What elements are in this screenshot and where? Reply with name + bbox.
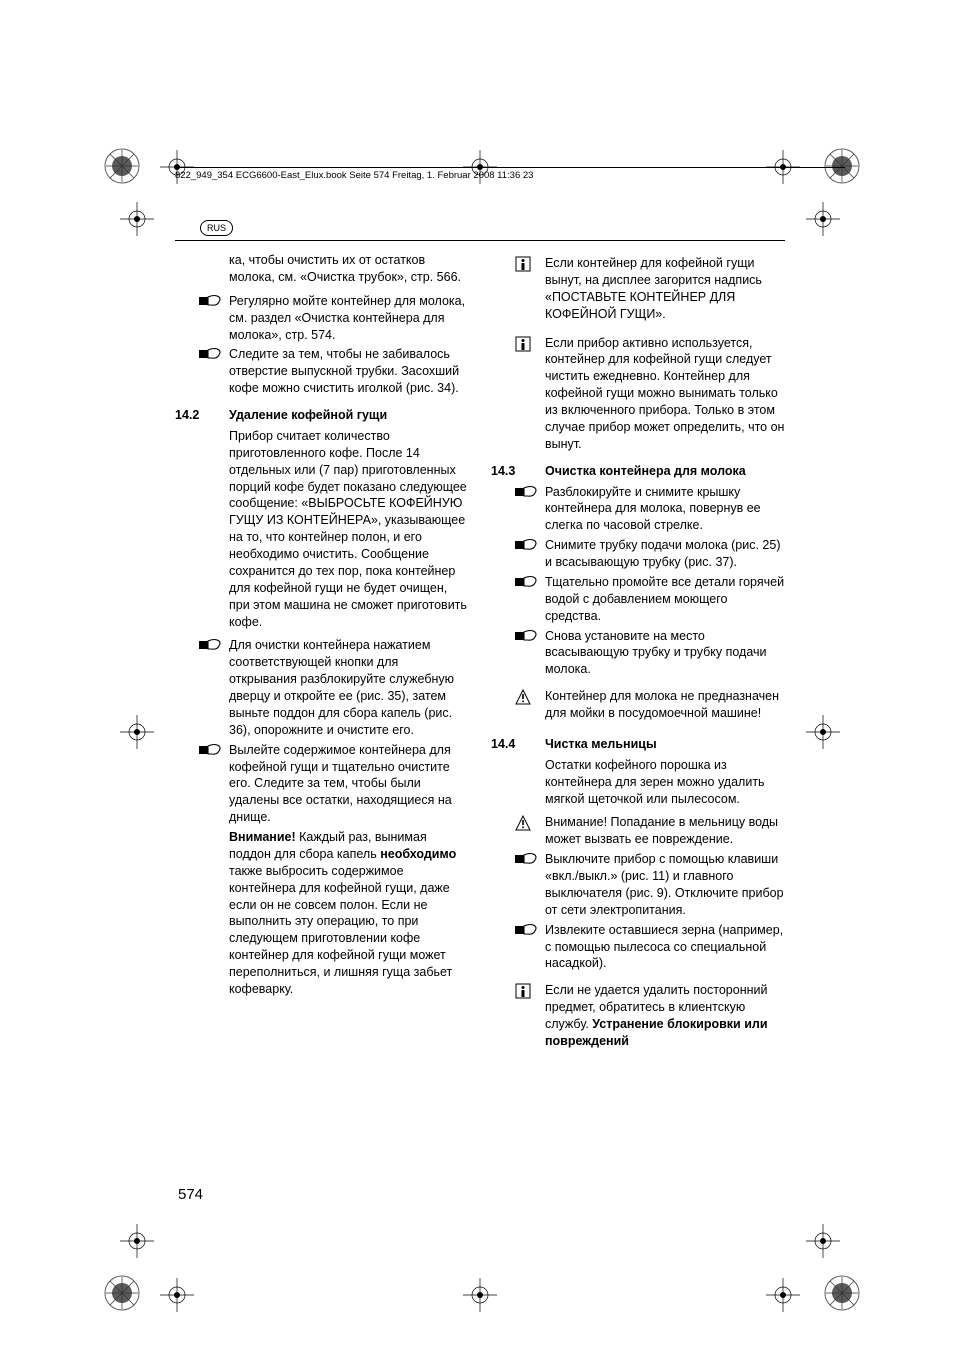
step-text: Снова установите на место всасывающую тр… bbox=[545, 628, 785, 679]
reg-mark-tl bbox=[104, 148, 140, 184]
info-text: Если контейнер для кофейной гущи вынут, … bbox=[545, 255, 785, 323]
step-item: Разблокируйте и снимите крышку контейнер… bbox=[515, 484, 785, 535]
hand-icon bbox=[199, 743, 221, 757]
info-item: Если прибор активно используется, контей… bbox=[515, 335, 785, 453]
para: Внимание! Каждый раз, вынимая поддон для… bbox=[229, 829, 469, 998]
step-text: Снимите трубку подачи молока (рис. 25) и… bbox=[545, 537, 785, 571]
section-heading: 14.2 Удаление кофейной гущи bbox=[175, 407, 469, 424]
info-text: Если не удается удалить посторонний пред… bbox=[545, 982, 785, 1050]
warning-item: Внимание! Попадание в мельницу воды може… bbox=[515, 814, 785, 848]
content: ка, чтобы очистить их от остатков молока… bbox=[175, 252, 785, 1053]
crosshair-br2 bbox=[766, 1278, 800, 1312]
step-item: Регулярно мойте контейнер для молока, см… bbox=[199, 293, 469, 344]
step-item: Тщательно промойте все детали горячей во… bbox=[515, 574, 785, 625]
text: также выбросить содержимое контейнера дл… bbox=[229, 864, 452, 996]
hand-icon bbox=[515, 538, 537, 552]
right-column: Если контейнер для кофейной гущи вынут, … bbox=[491, 252, 785, 1053]
warning-icon bbox=[515, 689, 531, 705]
step-item: Выключите прибор с помощью клавиши «вкл.… bbox=[515, 851, 785, 919]
step-text: Тщательно промойте все детали горячей во… bbox=[545, 574, 785, 625]
hand-icon bbox=[515, 485, 537, 499]
content-rule bbox=[175, 240, 785, 241]
step-item: Снова установите на место всасывающую тр… bbox=[515, 628, 785, 679]
reg-mark-bl bbox=[104, 1275, 140, 1311]
hand-icon bbox=[515, 923, 537, 937]
hand-icon bbox=[515, 629, 537, 643]
hand-icon bbox=[199, 294, 221, 308]
info-item: Если контейнер для кофейной гущи вынут, … bbox=[515, 255, 785, 323]
crosshair-bl2 bbox=[160, 1278, 194, 1312]
step-item: Для очистки контейнера нажатием соответс… bbox=[199, 637, 469, 738]
hand-icon bbox=[515, 852, 537, 866]
header-text: 822_949_354 ECG6600-East_Elux.book Seite… bbox=[175, 170, 533, 183]
hand-icon bbox=[515, 575, 537, 589]
warning-text: Внимание! Попадание в мельницу воды може… bbox=[545, 814, 785, 848]
header-rule bbox=[175, 167, 845, 168]
crosshair-right-upper bbox=[806, 202, 840, 236]
step-text: Разблокируйте и снимите крышку контейнер… bbox=[545, 484, 785, 535]
heading-number: 14.4 bbox=[491, 736, 545, 753]
heading-text: Удаление кофейной гущи bbox=[229, 407, 469, 424]
info-icon bbox=[515, 336, 531, 352]
bold: Внимание! bbox=[229, 830, 296, 844]
step-text: Вылейте содержимое контейнера для кофейн… bbox=[229, 742, 469, 826]
step-item: Извлеките оставшиеся зерна (например, с … bbox=[515, 922, 785, 973]
info-icon bbox=[515, 983, 531, 999]
step-text: Для очистки контейнера нажатием соответс… bbox=[229, 637, 469, 738]
left-column: ка, чтобы очистить их от остатков молока… bbox=[175, 252, 469, 1053]
heading-number: 14.3 bbox=[491, 463, 545, 480]
step-text: Регулярно мойте контейнер для молока, см… bbox=[229, 293, 469, 344]
warning-item: Контейнер для молока не предназначен для… bbox=[515, 688, 785, 722]
warning-icon bbox=[515, 815, 531, 831]
para: ка, чтобы очистить их от остатков молока… bbox=[229, 252, 469, 286]
hand-icon bbox=[199, 347, 221, 361]
reg-mark-br bbox=[824, 1275, 860, 1311]
info-text: Если прибор активно используется, контей… bbox=[545, 335, 785, 453]
crosshair-left-mid bbox=[120, 715, 154, 749]
step-text: Следите за тем, чтобы не забивалось отве… bbox=[229, 346, 469, 397]
info-icon bbox=[515, 256, 531, 272]
section-heading: 14.3 Очистка контейнера для молока bbox=[491, 463, 785, 480]
crosshair-bottom bbox=[463, 1278, 497, 1312]
step-item: Вылейте содержимое контейнера для кофейн… bbox=[199, 742, 469, 826]
crosshair-left-lower bbox=[120, 1224, 154, 1258]
step-item: Следите за тем, чтобы не забивалось отве… bbox=[199, 346, 469, 397]
step-text: Выключите прибор с помощью клавиши «вкл.… bbox=[545, 851, 785, 919]
page: 822_949_354 ECG6600-East_Elux.book Seite… bbox=[0, 0, 954, 1351]
hand-icon bbox=[199, 638, 221, 652]
step-item: Снимите трубку подачи молока (рис. 25) и… bbox=[515, 537, 785, 571]
para: Остатки кофейного порошка из контейнера … bbox=[545, 757, 785, 808]
section-heading: 14.4 Чистка мельницы bbox=[491, 736, 785, 753]
para: Прибор считает количество приготовленног… bbox=[229, 428, 469, 631]
warning-text: Контейнер для молока не предназначен для… bbox=[545, 688, 785, 722]
page-number: 574 bbox=[178, 1185, 203, 1205]
bold: необходимо bbox=[380, 847, 456, 861]
crosshair-left-upper bbox=[120, 202, 154, 236]
heading-number: 14.2 bbox=[175, 407, 229, 424]
crosshair-right-lower bbox=[806, 1224, 840, 1258]
info-item: Если не удается удалить посторонний пред… bbox=[515, 982, 785, 1050]
heading-text: Очистка контейнера для молока bbox=[545, 463, 785, 480]
lang-badge: RUS bbox=[200, 220, 233, 236]
reg-mark-tr bbox=[824, 148, 860, 184]
heading-text: Чистка мельницы bbox=[545, 736, 785, 753]
step-text: Извлеките оставшиеся зерна (например, с … bbox=[545, 922, 785, 973]
crosshair-right-mid bbox=[806, 715, 840, 749]
